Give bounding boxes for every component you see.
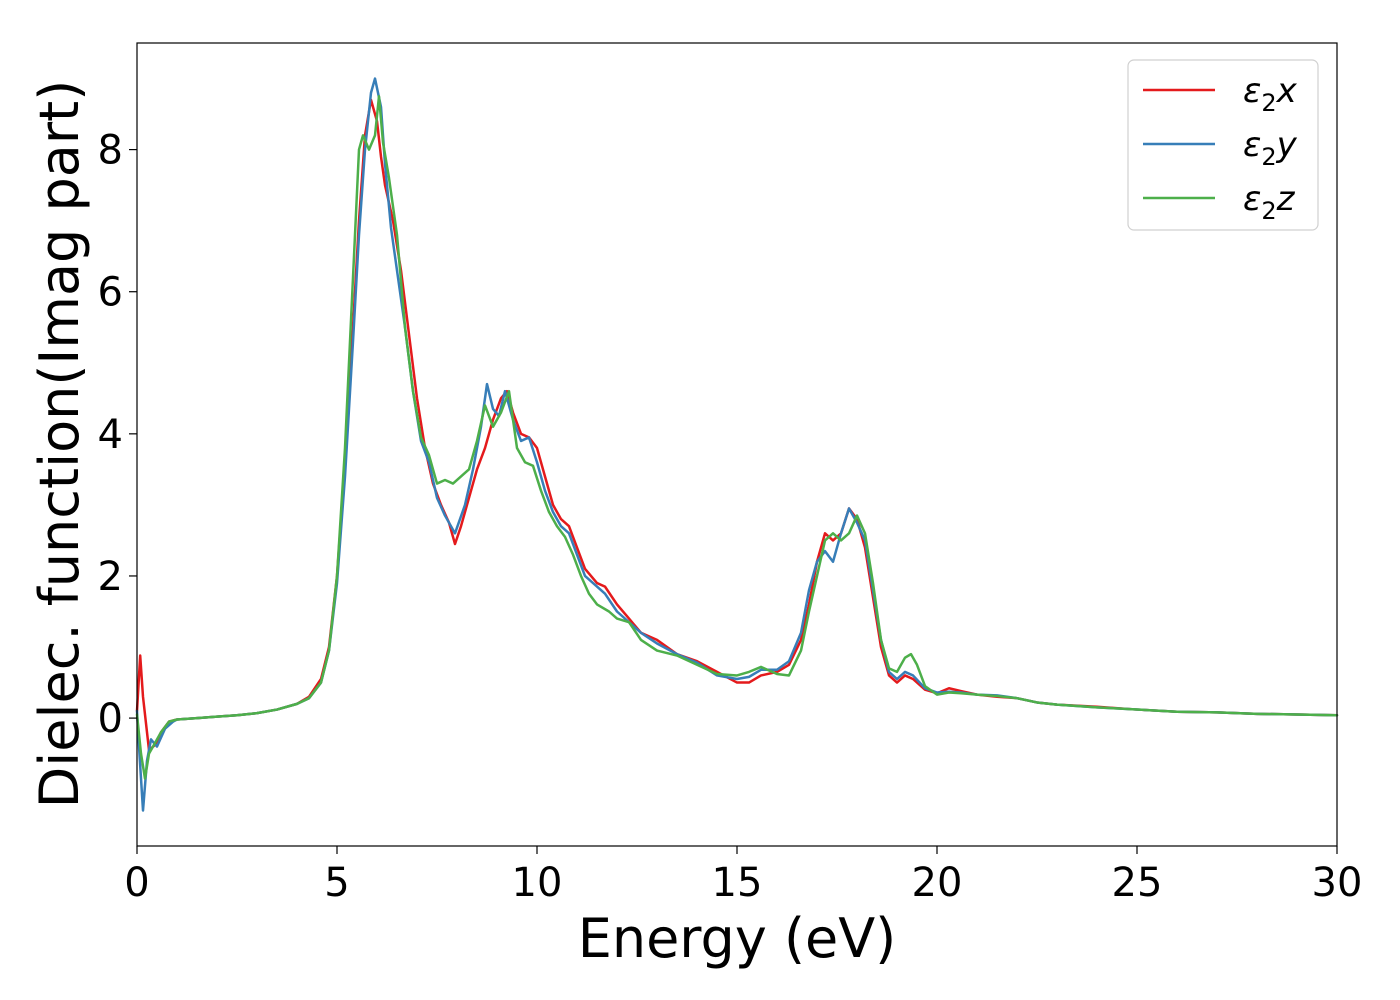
series-layer xyxy=(135,77,1339,812)
x-tick-label: 5 xyxy=(324,860,349,906)
legend-label-x: ε2x xyxy=(1243,71,1298,117)
y-tick-label: 0 xyxy=(98,696,123,742)
x-tick-label: 20 xyxy=(912,860,963,906)
y-tick-label: 4 xyxy=(98,412,123,458)
series-line-z xyxy=(135,95,1339,780)
legend-box xyxy=(1127,59,1319,231)
legend-label-z: ε2z xyxy=(1243,179,1296,225)
x-tick-label: 25 xyxy=(1112,860,1163,906)
y-axis-label: Dielec. function(Imag part) xyxy=(28,80,91,809)
x-axis-label: Energy (eV) xyxy=(578,907,897,970)
x-tick-label: 15 xyxy=(712,860,763,906)
x-ticks: 0 5 10 15 20 25 30 xyxy=(124,846,1362,906)
y-ticks: 0 2 4 6 8 xyxy=(98,128,137,742)
legend: ε2x ε2y ε2z xyxy=(1127,59,1319,231)
y-tick-label: 6 xyxy=(98,270,123,316)
y-tick-label: 2 xyxy=(98,554,123,600)
x-tick-label: 30 xyxy=(1312,860,1363,906)
y-tick-label: 8 xyxy=(98,128,123,174)
x-tick-label: 0 xyxy=(124,860,149,906)
x-tick-label: 10 xyxy=(512,860,563,906)
legend-label-y: ε2y xyxy=(1243,125,1298,171)
